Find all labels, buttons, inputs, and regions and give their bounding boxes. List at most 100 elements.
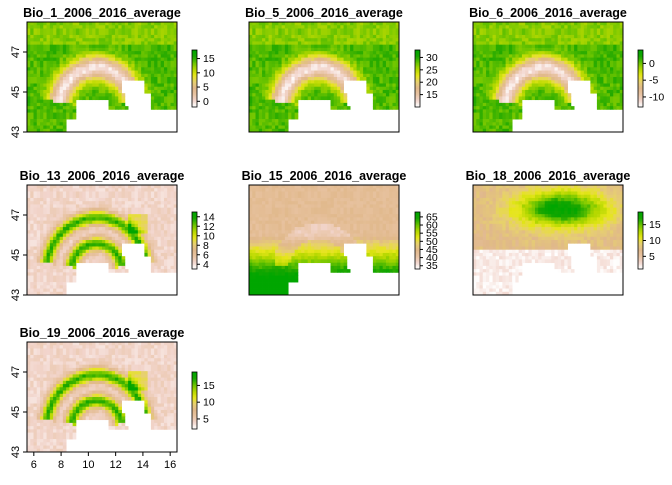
raster-cell (577, 51, 581, 55)
raster-cell (603, 87, 607, 91)
raster-cell (321, 80, 325, 84)
raster-cell (56, 237, 60, 241)
raster-cell (73, 217, 77, 221)
raster-cell (610, 41, 614, 45)
raster-cell (386, 106, 390, 110)
raster-cell (144, 90, 148, 94)
raster-cell (350, 38, 354, 42)
raster-cell (47, 25, 51, 29)
raster-cell (308, 83, 312, 87)
raster-cell (141, 58, 145, 62)
raster-cell (476, 103, 480, 107)
raster-cell (327, 51, 331, 55)
raster-cell (366, 35, 370, 39)
raster-cell (66, 198, 70, 202)
raster-cell (151, 25, 155, 29)
raster-cell (66, 96, 70, 100)
raster-cell (92, 195, 96, 199)
raster-cell (118, 224, 122, 228)
raster-cell (610, 32, 614, 36)
raster-cell (118, 237, 122, 241)
raster-cell (379, 58, 383, 62)
raster-cell (551, 71, 555, 75)
raster (27, 22, 177, 132)
raster-cell (135, 38, 139, 42)
raster-cell (102, 48, 106, 52)
raster-cell (590, 25, 594, 29)
raster-cell (151, 77, 155, 81)
raster-cell (164, 22, 168, 26)
raster-cell (327, 71, 331, 75)
raster-cell (331, 61, 335, 65)
raster-cell (40, 35, 44, 39)
raster-cell (43, 237, 47, 241)
raster-cell (535, 38, 539, 42)
raster-cell (603, 41, 607, 45)
raster-cell (568, 58, 572, 62)
raster-cell (363, 58, 367, 62)
raster-cell (324, 93, 328, 97)
raster-cell (506, 25, 510, 29)
raster-cell (60, 263, 64, 267)
raster-cell (144, 188, 148, 192)
raster-cell (493, 126, 497, 130)
raster-cell (144, 214, 148, 218)
raster-cell (27, 195, 31, 199)
raster-cell (154, 227, 158, 231)
raster-cell (272, 100, 276, 104)
raster-cell (56, 198, 60, 202)
raster-cell (493, 71, 497, 75)
raster-cell (37, 126, 41, 130)
raster-cell (27, 191, 31, 195)
raster-cell (519, 106, 523, 110)
raster-cell (370, 61, 374, 65)
raster-cell (66, 227, 70, 231)
raster-cell (512, 38, 516, 42)
raster-cell (69, 279, 73, 283)
raster-cell (275, 32, 279, 36)
raster-cell (53, 253, 57, 257)
raster-cell (535, 22, 539, 26)
raster-cell (603, 35, 607, 39)
raster-cell (99, 61, 103, 65)
raster-cell (167, 90, 171, 94)
raster-cell (327, 90, 331, 94)
raster-cell (506, 64, 510, 68)
raster-cell (154, 191, 158, 195)
raster-cell (337, 87, 341, 91)
raster-cell (154, 32, 158, 36)
raster-cell (506, 54, 510, 58)
raster-cell (40, 45, 44, 49)
raster-cell (40, 204, 44, 208)
raster-cell (89, 185, 93, 189)
raster-cell (321, 90, 325, 94)
raster-cell (79, 211, 83, 215)
raster-cell (379, 74, 383, 78)
raster-cell (499, 51, 503, 55)
raster-cell (584, 25, 588, 29)
raster-cell (366, 48, 370, 52)
raster-cell (92, 185, 96, 189)
raster-cell (499, 74, 503, 78)
raster-cell (489, 116, 493, 120)
raster-cell (53, 204, 57, 208)
raster-cell (30, 240, 34, 244)
raster-cell (148, 204, 152, 208)
raster-cell (327, 67, 331, 71)
raster-cell (128, 191, 132, 195)
raster-cell (499, 28, 503, 32)
raster-cell (82, 211, 86, 215)
raster-cell (275, 80, 279, 84)
raster-cell (473, 93, 477, 97)
raster-cell (317, 80, 321, 84)
raster-cell (317, 96, 321, 100)
raster-cell (43, 246, 47, 250)
raster-cell (600, 106, 604, 110)
raster-cell (515, 25, 519, 29)
raster-cell (47, 285, 51, 289)
raster-cell (63, 113, 67, 117)
raster-cell (27, 263, 31, 267)
raster-cell (515, 93, 519, 97)
raster-cell (532, 71, 536, 75)
raster-cell (278, 61, 282, 65)
